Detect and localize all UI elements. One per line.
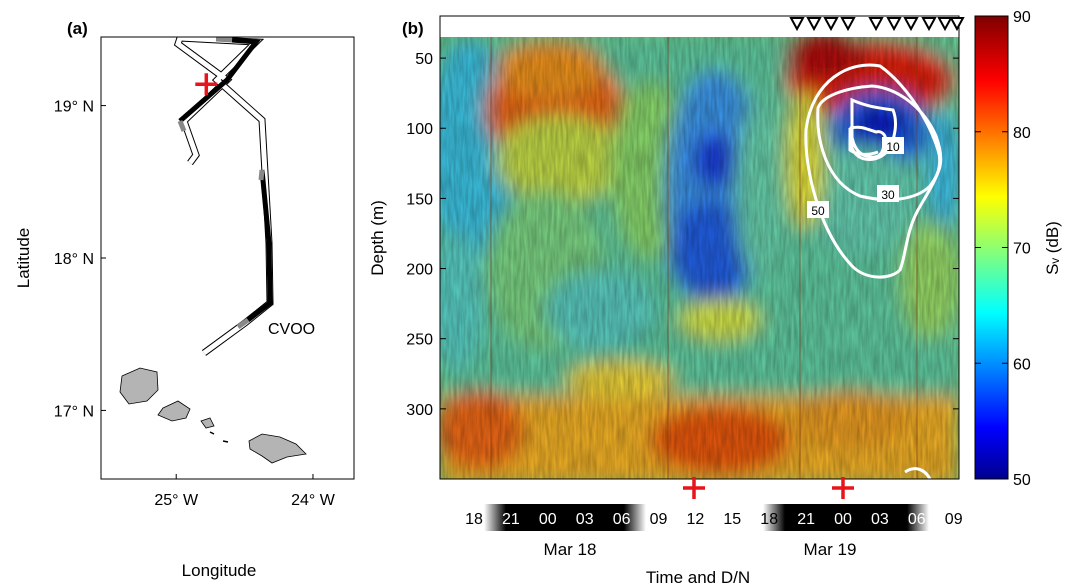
time-tick-label: 09 — [650, 511, 668, 528]
map-y-tick-label: 18° N — [54, 251, 94, 268]
panel-a-label: (a) — [67, 19, 88, 38]
island-shape — [222, 440, 229, 443]
depth-tick-label: 50 — [415, 51, 433, 68]
time-tick-label: 12 — [687, 511, 705, 528]
station-label: CVOO — [268, 321, 315, 338]
echogram-y-axis-label: Depth (m) — [368, 200, 387, 276]
contour-label-bg — [882, 137, 904, 154]
heatmap-grain — [440, 37, 959, 479]
time-tick-label: 00 — [834, 511, 852, 528]
colorbar-ticks: 50 60 70 80 90 — [975, 9, 1031, 489]
time-tick-label: 18 — [465, 511, 483, 528]
depth-tick-label: 150 — [406, 191, 433, 208]
depth-tick-label: 250 — [406, 332, 433, 349]
map-panel: (a) 25° W 24° W 17° N 18° N 19° N CVOO Longi… — [14, 19, 355, 580]
island-shape — [119, 367, 159, 405]
map-x-tick-label: 25° W — [154, 492, 199, 509]
island-shape — [200, 417, 215, 429]
time-tick-label: 09 — [945, 511, 963, 528]
depth-tick-label: 100 — [406, 121, 433, 138]
time-tick-labels: 18 21 00 03 06 09 12 15 18 21 00 03 06 09 — [465, 511, 963, 528]
contour-label-bg — [877, 185, 899, 202]
depth-tick-label: 300 — [406, 402, 433, 419]
cruise-track — [173, 37, 274, 356]
dusk-gradient — [484, 504, 506, 531]
time-tick-label: 15 — [723, 511, 741, 528]
colorbar-tick-label: 60 — [1013, 356, 1031, 373]
contour-line — [904, 467, 932, 479]
island-shape — [209, 431, 215, 435]
track-segment-black — [246, 169, 273, 322]
contour-line — [804, 63, 942, 279]
echogram-frame — [439, 15, 960, 480]
triangle-marker — [823, 17, 839, 32]
time-tick-label: 03 — [576, 511, 594, 528]
track-segment-gray — [258, 169, 265, 181]
date-label-mar19: Mar 19 — [804, 540, 857, 559]
colorbar-tick-label: 80 — [1013, 125, 1031, 142]
day-night-bar — [484, 504, 929, 531]
echogram-cross-markers — [683, 477, 854, 499]
triangle-marker — [937, 17, 953, 32]
colorbar-tick-label: 70 — [1013, 241, 1031, 258]
echogram-x-axis-label: Time and D/N — [646, 568, 750, 587]
contour-label: 10 — [886, 140, 900, 154]
contour-label: 50 — [811, 204, 825, 218]
time-tick-label: 21 — [502, 511, 520, 528]
time-tick-label: 21 — [797, 511, 815, 528]
contours — [804, 63, 943, 479]
island-shape — [157, 400, 191, 422]
depth-tick-label: 200 — [406, 262, 433, 279]
map-frame — [100, 36, 355, 480]
map-y-tick-label: 17° N — [54, 403, 94, 420]
contour-label-bg — [807, 201, 829, 218]
time-tick-label: 00 — [539, 511, 557, 528]
triangle-marker — [868, 17, 884, 32]
island-shape — [248, 433, 307, 464]
colorbar-label: Sᵥ (dB) — [1043, 221, 1062, 275]
track-segment-black — [178, 37, 261, 123]
triangle-marker — [949, 17, 965, 32]
map-y-tick-label: 19° N — [54, 99, 94, 116]
dawn-gradient — [624, 504, 646, 531]
track-segment-gray — [215, 37, 233, 43]
colorbar-tick-label: 50 — [1013, 472, 1031, 489]
night-block — [785, 504, 907, 531]
date-label-mar18: Mar 18 — [544, 540, 597, 559]
colorbar-tick-label: 90 — [1013, 9, 1031, 26]
contour-label: 30 — [881, 188, 895, 202]
triangle-marker — [921, 17, 937, 32]
echogram-panel: (b) 10 30 50 50 100 150 200 250 300 18 21 00 03 06 0… — [368, 9, 1062, 587]
panel-b-label: (b) — [402, 19, 424, 38]
track-segment-gray — [236, 317, 250, 330]
depth-ticks: 50 100 150 200 250 300 — [406, 51, 959, 419]
triangle-marker — [840, 17, 856, 32]
triangle-marker — [789, 17, 805, 32]
map-x-tick-label: 24° W — [291, 492, 336, 509]
time-tick-label: 18 — [760, 511, 778, 528]
map-cross-marker — [195, 73, 218, 96]
islands — [119, 367, 307, 464]
track-segment-gray — [177, 120, 187, 132]
night-block — [506, 504, 624, 531]
triangle-marker — [886, 17, 902, 32]
dusk-gradient — [763, 504, 785, 531]
map-x-axis-label: Longitude — [182, 561, 257, 580]
dawn-gradient — [907, 504, 929, 531]
map-ticks: 25° W 24° W 17° N 18° N 19° N — [54, 99, 336, 509]
triangle-markers — [440, 16, 965, 37]
time-tick-label: 06 — [613, 511, 631, 528]
echogram-heatmap: 10 30 50 — [440, 37, 959, 479]
time-tick-label: 06 — [908, 511, 926, 528]
time-tick-label: 03 — [871, 511, 889, 528]
map-y-axis-label: Latitude — [14, 228, 33, 289]
triangle-marker — [903, 17, 919, 32]
triangle-marker — [806, 17, 822, 32]
